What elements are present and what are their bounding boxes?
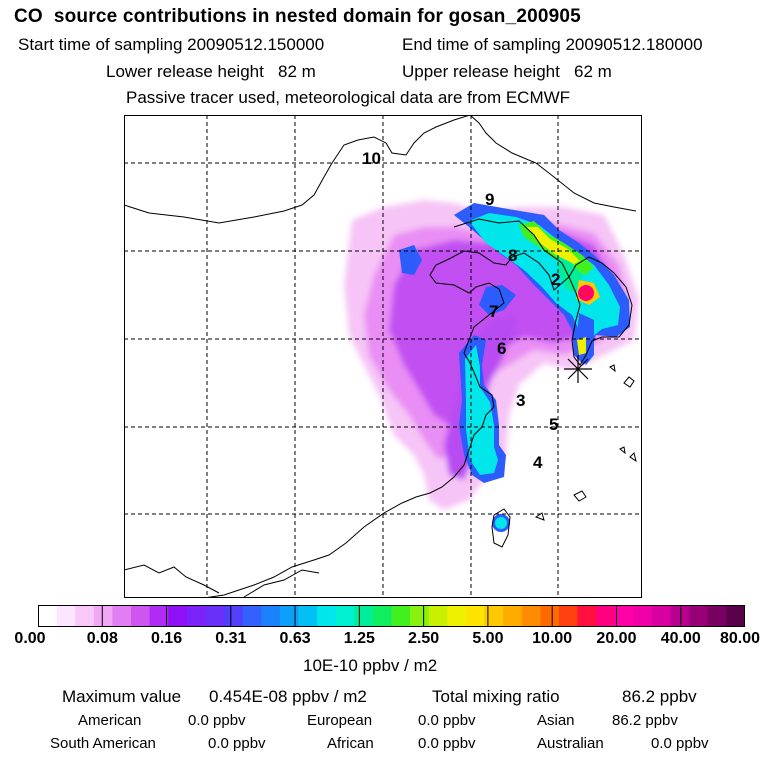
region-south-american-name: South American <box>50 735 156 752</box>
end-time-label: End time of sampling 20090512.180000 <box>402 35 703 54</box>
colorbar-units: 10E-10 ppbv / m2 <box>303 656 438 675</box>
colorbar-cell <box>670 605 690 627</box>
colorbar-cell <box>317 605 337 627</box>
colorbar-cell <box>335 605 355 627</box>
colorbar-cell <box>354 605 374 627</box>
trajectory-label-9: 9 <box>485 190 494 209</box>
total-mixing-label: Total mixing ratio <box>432 687 560 706</box>
colorbar-cell <box>131 605 151 627</box>
colorbar-cell <box>149 605 169 627</box>
region-european-value: 0.0 ppbv <box>418 712 476 729</box>
trajectory-label-7: 7 <box>489 302 498 321</box>
trajectory-label-8: 8 <box>508 246 517 265</box>
colorbar-cell <box>391 605 411 627</box>
colorbar-cell <box>56 605 76 627</box>
plot-title: CO source contributions in nested domain… <box>14 6 581 27</box>
colorbar-cell <box>261 605 281 627</box>
colorbar-cell <box>633 605 653 627</box>
colorbar-tick-label: 0.00 <box>14 630 46 647</box>
colorbar-cell <box>540 605 560 627</box>
trajectory-label-2: 2 <box>551 270 560 289</box>
colorbar-cell <box>242 605 262 627</box>
colorbar-cell <box>503 605 523 627</box>
colorbar-cell <box>651 605 672 627</box>
colorbar-cell <box>465 605 486 627</box>
colorbar-cell <box>447 605 467 627</box>
colorbar-tick-label: 1.25 <box>343 630 375 647</box>
region-asian-name: Asian <box>537 712 575 729</box>
colorbar-cell <box>410 605 430 627</box>
colorbar <box>38 605 745 627</box>
colorbar-cell <box>689 605 709 627</box>
region-african-value: 0.0 ppbv <box>418 735 476 752</box>
colorbar-cell <box>707 605 727 627</box>
region-south-american-value: 0.0 ppbv <box>208 735 266 752</box>
colorbar-cell <box>521 605 541 627</box>
colorbar-cell <box>75 605 95 627</box>
colorbar-cell <box>614 605 634 627</box>
colorbar-tick-label: 40.00 <box>660 630 701 647</box>
start-time-label: Start time of sampling 20090512.150000 <box>18 35 325 54</box>
colorbar-tick-label: 0.08 <box>86 630 118 647</box>
grid <box>124 115 642 598</box>
trajectory-label-4: 4 <box>533 453 543 472</box>
colorbar-cell <box>596 605 616 627</box>
colorbar-cell <box>224 605 244 627</box>
colorbar-tick-label: 20.00 <box>596 630 637 647</box>
colorbar-cell <box>93 605 114 627</box>
lower-release-label: Lower release height 82 m <box>106 62 316 81</box>
trajectory-label-3: 3 <box>516 391 525 410</box>
colorbar-cell <box>428 605 448 627</box>
colorbar-cell <box>279 605 300 627</box>
colorbar-tick-label: 10.00 <box>532 630 573 647</box>
colorbar-tick-label: 0.31 <box>215 630 247 647</box>
colorbar-tick-label: 0.16 <box>150 630 183 647</box>
max-value: 0.454E-08 ppbv / m2 <box>209 687 367 706</box>
colorbar-cell <box>558 605 579 627</box>
colorbar-cell <box>205 605 225 627</box>
tracer-info-label: Passive tracer used, meteorological data… <box>126 88 571 107</box>
colorbar-cell <box>112 605 132 627</box>
map-frame <box>124 115 642 598</box>
upper-release-label: Upper release height 62 m <box>402 62 612 81</box>
colorbar-cell <box>577 605 597 627</box>
region-american-value: 0.0 ppbv <box>188 712 246 729</box>
colorbar-cell <box>38 605 58 627</box>
colorbar-cell <box>726 605 745 627</box>
colorbar-cell <box>372 605 393 627</box>
trajectory-label-5: 5 <box>549 415 558 434</box>
colorbar-tick-label: 5.00 <box>472 630 504 647</box>
region-australian-name: Australian <box>537 735 604 752</box>
region-australian-value: 0.0 ppbv <box>651 735 709 752</box>
region-asian-value: 86.2 ppbv <box>612 712 678 729</box>
trajectory-label-6: 6 <box>497 339 506 358</box>
coastlines <box>124 115 637 598</box>
region-american-name: American <box>78 712 142 729</box>
total-mixing-value: 86.2 ppbv <box>622 687 697 706</box>
trajectory-label-10: 10 <box>362 149 381 168</box>
colorbar-cell <box>168 605 188 627</box>
concentration-map: 10 9 8 2 7 6 3 5 4 <box>124 115 642 598</box>
colorbar-cell <box>186 605 207 627</box>
colorbar-cell <box>298 605 318 627</box>
region-european-name: European <box>307 712 373 729</box>
receptor-star-icon <box>564 355 592 383</box>
region-african-name: African <box>327 735 374 752</box>
colorbar-tick-label: 0.63 <box>279 630 311 647</box>
colorbar-tick-label: 2.50 <box>408 630 440 647</box>
colorbar-cell <box>484 605 504 627</box>
max-value-label: Maximum value <box>62 687 182 706</box>
colorbar-tick-label: 80.00 <box>719 630 761 647</box>
